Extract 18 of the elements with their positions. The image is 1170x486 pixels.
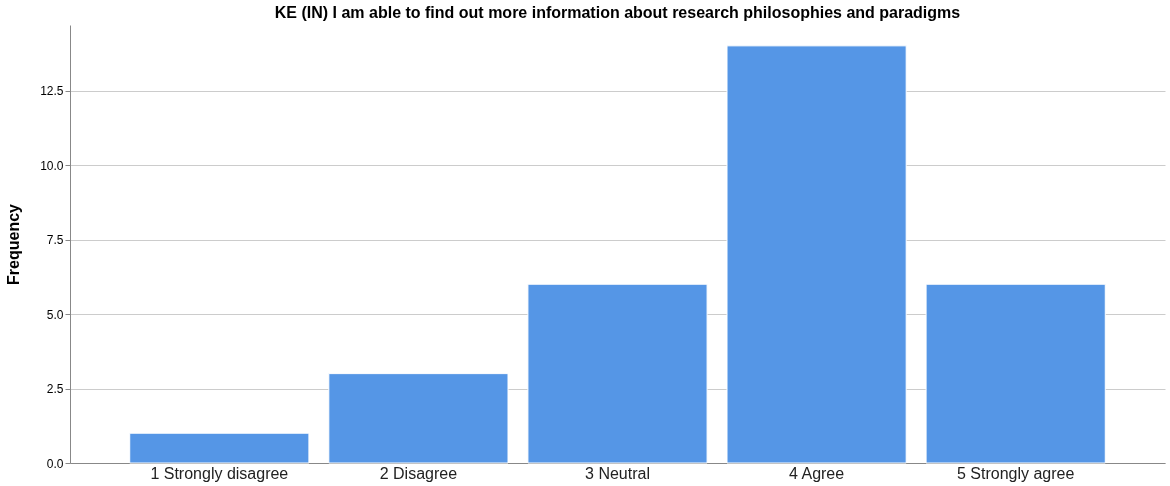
y-tick-label: 12.5 (40, 84, 64, 99)
bar (328, 373, 509, 464)
x-tick-label: 2 Disagree (379, 464, 458, 482)
x-tick-label: 5 Strongly agree (956, 464, 1075, 482)
x-tick-label: 1 Strongly disagree (150, 464, 289, 482)
bar (925, 283, 1106, 464)
bar (726, 45, 907, 464)
y-tick-label: 5.0 (46, 307, 64, 322)
y-tick-label: 2.5 (46, 382, 64, 397)
y-tick-label: 7.5 (46, 233, 64, 248)
x-tick-label: 4 Agree (789, 464, 845, 482)
y-axis-title: Frequency (5, 203, 23, 285)
x-tick-label: 3 Neutral (585, 464, 650, 482)
chart-title: KE (IN) I am able to find out more information about research philosophies and paradigms (274, 4, 961, 21)
y-tick-label: 0.0 (46, 456, 64, 471)
bar (527, 283, 708, 464)
y-tick-label: 10.0 (40, 158, 64, 173)
bar (129, 432, 310, 464)
